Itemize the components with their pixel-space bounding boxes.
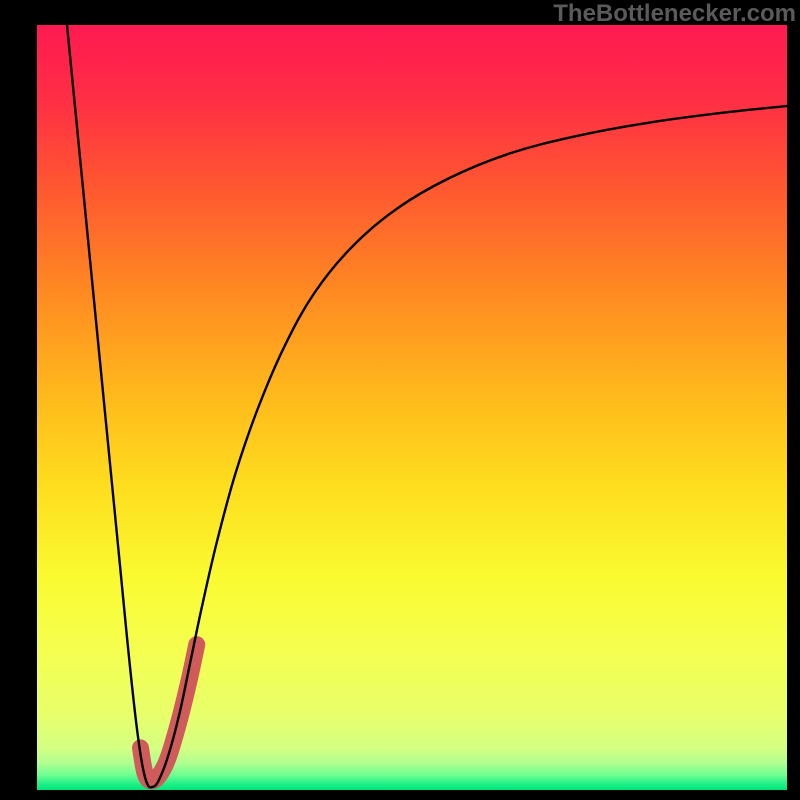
curve-layer bbox=[37, 25, 787, 790]
accent-marker bbox=[141, 645, 197, 781]
watermark-text: TheBottlenecker.com bbox=[553, 0, 796, 28]
plot-area bbox=[37, 25, 787, 790]
bottleneck-curve bbox=[67, 25, 787, 787]
stage: TheBottlenecker.com bbox=[0, 0, 800, 800]
